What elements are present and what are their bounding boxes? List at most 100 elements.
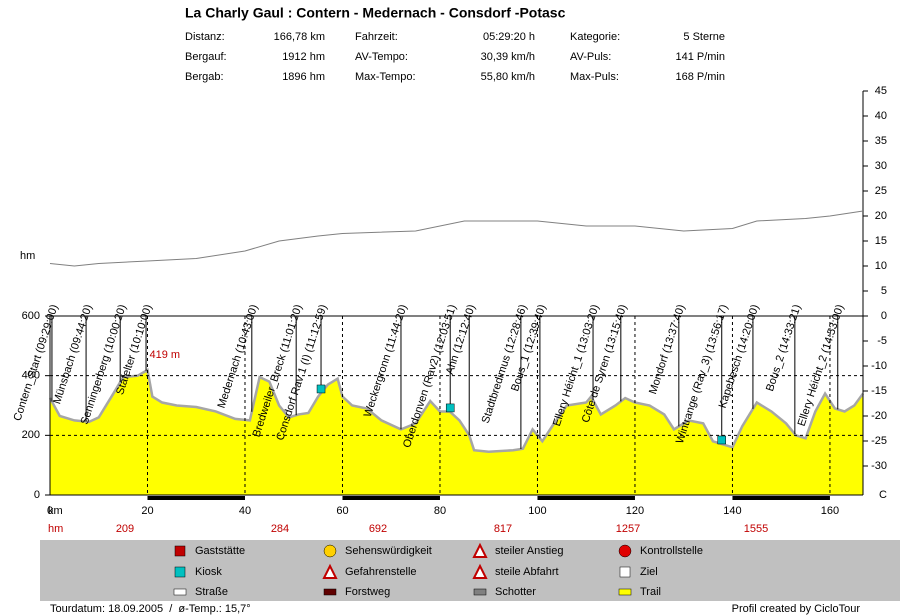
x-tick-label: 80 <box>434 505 446 517</box>
elevation-line <box>48 368 865 453</box>
legend-icon <box>472 563 488 579</box>
stat-label: Distanz: <box>185 31 225 43</box>
stat-label: Max-Puls: <box>570 71 619 83</box>
legend-icon <box>174 566 186 578</box>
legend-swatch <box>618 588 632 596</box>
hm-value: 817 <box>494 523 512 535</box>
y-tick-label: 0 <box>34 489 40 501</box>
x-tick-label: 160 <box>821 505 839 517</box>
legend-icon <box>472 542 488 558</box>
waypoint-label: Mondorf (13:37:40) <box>647 303 687 396</box>
hm-value: 692 <box>369 523 387 535</box>
legend-icon <box>174 545 186 557</box>
legend-label: Forstweg <box>345 586 390 598</box>
stat-value: 166,78 km <box>274 31 325 43</box>
waypoint-label: Weckergronn (11:44:20) <box>362 303 410 419</box>
y2-tick-label: 40 <box>875 110 887 122</box>
legend-label: Straße <box>195 586 228 598</box>
legend-label: Ziel <box>640 566 658 578</box>
hm-value: 1555 <box>744 523 768 535</box>
legend-label: Gefahrenstelle <box>345 566 417 578</box>
y2-tick-label: 0 <box>881 310 887 322</box>
y2-tick-label: 45 <box>875 85 887 97</box>
stat-value: 30,39 km/h <box>481 51 535 63</box>
stat-label: Kategorie: <box>570 31 620 43</box>
y2-tick-label: 15 <box>875 235 887 247</box>
stat-value: 55,80 km/h <box>481 71 535 83</box>
y2-tick-label: 30 <box>875 160 887 172</box>
y2-axis-label: C <box>879 489 887 501</box>
temperature-line <box>49 210 864 267</box>
hm-value: 1257 <box>616 523 640 535</box>
legend-label: Trail <box>640 586 661 598</box>
footer-right: Profil created by CicloTour <box>732 603 861 615</box>
stat-value: 05:29:20 h <box>483 31 535 43</box>
waypoint-label: Bous_2 (14:33:21) <box>764 303 803 393</box>
y2-tick-label: 25 <box>875 185 887 197</box>
x-tick-label: 120 <box>626 505 644 517</box>
legend-label: Sehenswürdigkeit <box>345 545 432 557</box>
legend-label: Kiosk <box>195 566 222 578</box>
stat-label: Bergauf: <box>185 51 227 63</box>
x-axis-label: km <box>48 505 63 517</box>
y2-tick-label: 5 <box>881 285 887 297</box>
legend-label: Gaststätte <box>195 545 245 557</box>
legend-box <box>40 540 900 601</box>
legend-icon <box>322 563 338 579</box>
stat-value: 141 P/min <box>675 51 725 63</box>
max-label: 419 m <box>149 349 180 361</box>
kiosk-icon <box>717 435 726 445</box>
y2-tick-label: 20 <box>875 210 887 222</box>
elevation-area <box>50 369 863 495</box>
road-segment <box>537 496 635 500</box>
kiosk-icon <box>316 384 326 394</box>
y2-tick-label: -30 <box>871 460 887 472</box>
y2-tick-label: 10 <box>875 260 887 272</box>
y2-tick-label: -25 <box>871 435 887 447</box>
legend-icon <box>619 566 631 578</box>
x-tick-label: 100 <box>528 505 546 517</box>
stat-label: Max-Tempo: <box>355 71 416 83</box>
road-segment <box>342 496 440 500</box>
stat-label: AV-Tempo: <box>355 51 408 63</box>
y-axis-label: hm <box>20 250 35 262</box>
stat-value: 5 Sterne <box>683 31 725 43</box>
y-tick-label: 600 <box>22 310 40 322</box>
y2-tick-label: -10 <box>871 360 887 372</box>
x-tick-label: 60 <box>336 505 348 517</box>
legend-label: steile Abfahrt <box>495 566 559 578</box>
hm-value: 284 <box>271 523 289 535</box>
hm-row-label: hm <box>48 523 63 535</box>
legend-label: Schotter <box>495 586 536 598</box>
hm-value: 209 <box>116 523 134 535</box>
legend-label: Kontrollstelle <box>640 545 703 557</box>
x-tick-label: 140 <box>723 505 741 517</box>
waypoint-label: Medernach (10:43:00) <box>216 303 261 410</box>
stat-label: Fahrzeit: <box>355 31 398 43</box>
legend-icon <box>323 544 337 558</box>
stat-value: 1896 hm <box>282 71 325 83</box>
y-tick-label: 200 <box>22 429 40 441</box>
footer-left: Tourdatum: 18.09.2005 / ø-Temp.: 15,7° <box>50 603 251 615</box>
y-tick-label: 400 <box>22 370 40 382</box>
stat-value: 1912 hm <box>282 51 325 63</box>
x-tick-label: 40 <box>239 505 251 517</box>
x-tick-label: 20 <box>141 505 153 517</box>
legend-swatch <box>473 588 487 596</box>
road-segment <box>732 496 830 500</box>
y2-tick-label: -5 <box>877 335 887 347</box>
x-tick-label: 0 <box>47 505 53 517</box>
kiosk-icon <box>445 403 455 413</box>
chart-title: La Charly Gaul : Contern - Medernach - C… <box>185 5 566 21</box>
legend-swatch <box>323 588 337 596</box>
legend-swatch <box>173 588 187 596</box>
stat-label: Bergab: <box>185 71 224 83</box>
y2-tick-label: -15 <box>871 385 887 397</box>
road-segment <box>147 496 245 500</box>
stat-label: AV-Puls: <box>570 51 611 63</box>
legend-label: steiler Anstieg <box>495 545 563 557</box>
y2-tick-label: -20 <box>871 410 887 422</box>
y2-tick-label: 35 <box>875 135 887 147</box>
legend-icon <box>618 544 632 558</box>
